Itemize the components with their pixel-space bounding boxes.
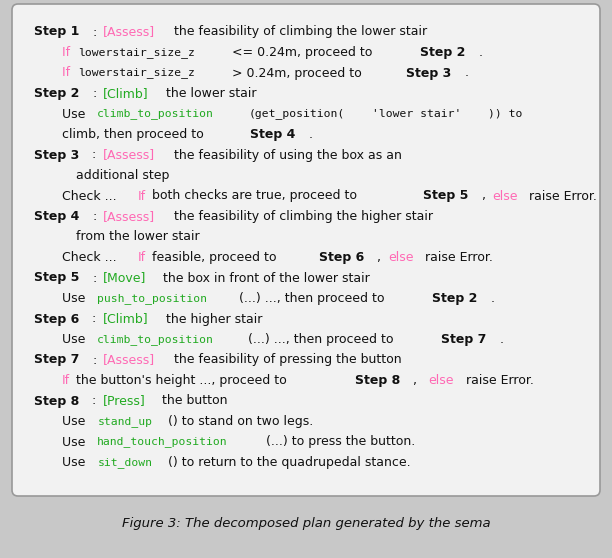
Text: else: else [428,374,454,387]
Text: Use: Use [62,415,89,428]
Text: )) to: )) to [488,109,522,119]
Text: :: : [92,272,101,285]
Text: lowerstair_size_z: lowerstair_size_z [78,68,195,79]
Text: [Assess]: [Assess] [103,354,155,367]
FancyBboxPatch shape [12,4,600,496]
Text: the feasibility of climbing the lower stair: the feasibility of climbing the lower st… [171,26,428,39]
Text: feasible, proceed to: feasible, proceed to [148,251,281,264]
Text: .: . [479,46,482,59]
Text: [Assess]: [Assess] [103,148,155,161]
Text: :: : [92,395,100,407]
Text: If: If [138,190,146,203]
Text: ,: , [413,374,425,387]
Text: raise Error.: raise Error. [420,251,493,264]
Text: .: . [499,333,504,346]
Text: the feasibility of climbing the higher stair: the feasibility of climbing the higher s… [171,210,433,223]
Text: Use: Use [62,456,89,469]
Text: sit_down: sit_down [97,457,152,468]
Text: () to stand on two legs.: () to stand on two legs. [168,415,313,428]
Text: the lower stair: the lower stair [162,87,256,100]
Text: Use: Use [62,333,89,346]
Text: from the lower stair: from the lower stair [76,230,200,243]
Text: raise Error.: raise Error. [461,374,534,387]
Text: (...) ..., then proceed to: (...) ..., then proceed to [248,333,398,346]
Text: Check ...: Check ... [62,251,121,264]
Text: ,: , [482,190,490,203]
Text: (...) to press the button.: (...) to press the button. [266,435,415,449]
Text: :: : [92,354,101,367]
Text: Step 6: Step 6 [319,251,364,264]
Text: climb_to_position: climb_to_position [97,109,214,119]
Text: Step 2: Step 2 [34,87,80,100]
Text: [Assess]: [Assess] [103,26,155,39]
Text: Step 6: Step 6 [34,312,79,325]
Text: Use: Use [62,292,89,305]
Text: raise Error.: raise Error. [524,190,597,203]
Text: stand_up: stand_up [97,416,152,427]
Text: climb, then proceed to: climb, then proceed to [62,128,207,141]
Text: If: If [62,374,70,387]
Text: [Climb]: [Climb] [103,87,149,100]
Text: Step 8: Step 8 [355,374,400,387]
Text: :: : [92,148,100,161]
Text: push_to_position: push_to_position [97,293,207,304]
Text: 'lower stair': 'lower stair' [372,109,461,119]
Text: (get_position(: (get_position( [248,109,345,119]
Text: Step 5: Step 5 [423,190,468,203]
Text: Step 4: Step 4 [34,210,80,223]
Text: .: . [308,128,313,141]
Text: Step 8: Step 8 [34,395,79,407]
Text: additional step: additional step [76,169,170,182]
Text: Step 4: Step 4 [250,128,296,141]
Text: :: : [92,26,101,39]
Text: Use: Use [62,108,89,121]
Text: the button's height ..., proceed to: the button's height ..., proceed to [72,374,291,387]
Text: Use: Use [62,435,89,449]
Text: Check ...: Check ... [62,190,121,203]
Text: If: If [62,66,74,79]
Text: <= 0.24m, proceed to: <= 0.24m, proceed to [228,46,377,59]
Text: the higher stair: the higher stair [162,312,263,325]
Text: Step 3: Step 3 [406,66,452,79]
Text: else: else [388,251,413,264]
Text: > 0.24m, proceed to: > 0.24m, proceed to [228,66,366,79]
Text: Step 5: Step 5 [34,272,80,285]
Text: If: If [62,46,74,59]
Text: [Press]: [Press] [103,395,146,407]
Text: hand_touch_position: hand_touch_position [97,436,228,448]
Text: lowerstair_size_z: lowerstair_size_z [78,47,195,58]
Text: Step 2: Step 2 [420,46,465,59]
Text: climb_to_position: climb_to_position [97,334,214,345]
Text: both checks are true, proceed to: both checks are true, proceed to [148,190,361,203]
Text: .: . [465,66,469,79]
Text: :: : [92,87,101,100]
Text: (...) ..., then proceed to: (...) ..., then proceed to [239,292,389,305]
Text: the button: the button [158,395,228,407]
Text: Step 2: Step 2 [432,292,477,305]
Text: else: else [492,190,517,203]
Text: .: . [491,292,494,305]
Text: Step 3: Step 3 [34,148,79,161]
Text: ,: , [378,251,386,264]
Text: the feasibility of using the box as an: the feasibility of using the box as an [170,148,402,161]
Text: If: If [138,251,146,264]
Text: Figure 3: The decomposed plan generated by the sema: Figure 3: The decomposed plan generated … [122,517,490,530]
Text: Step 7: Step 7 [34,354,80,367]
Text: Step 7: Step 7 [441,333,487,346]
Text: the box in front of the lower stair: the box in front of the lower stair [159,272,370,285]
Text: () to return to the quadrupedal stance.: () to return to the quadrupedal stance. [168,456,411,469]
Text: :: : [92,312,100,325]
Text: the feasibility of pressing the button: the feasibility of pressing the button [171,354,402,367]
Text: [Climb]: [Climb] [103,312,149,325]
Text: [Assess]: [Assess] [103,210,155,223]
Text: [Move]: [Move] [103,272,146,285]
Text: :: : [92,210,101,223]
Text: Step 1: Step 1 [34,26,80,39]
